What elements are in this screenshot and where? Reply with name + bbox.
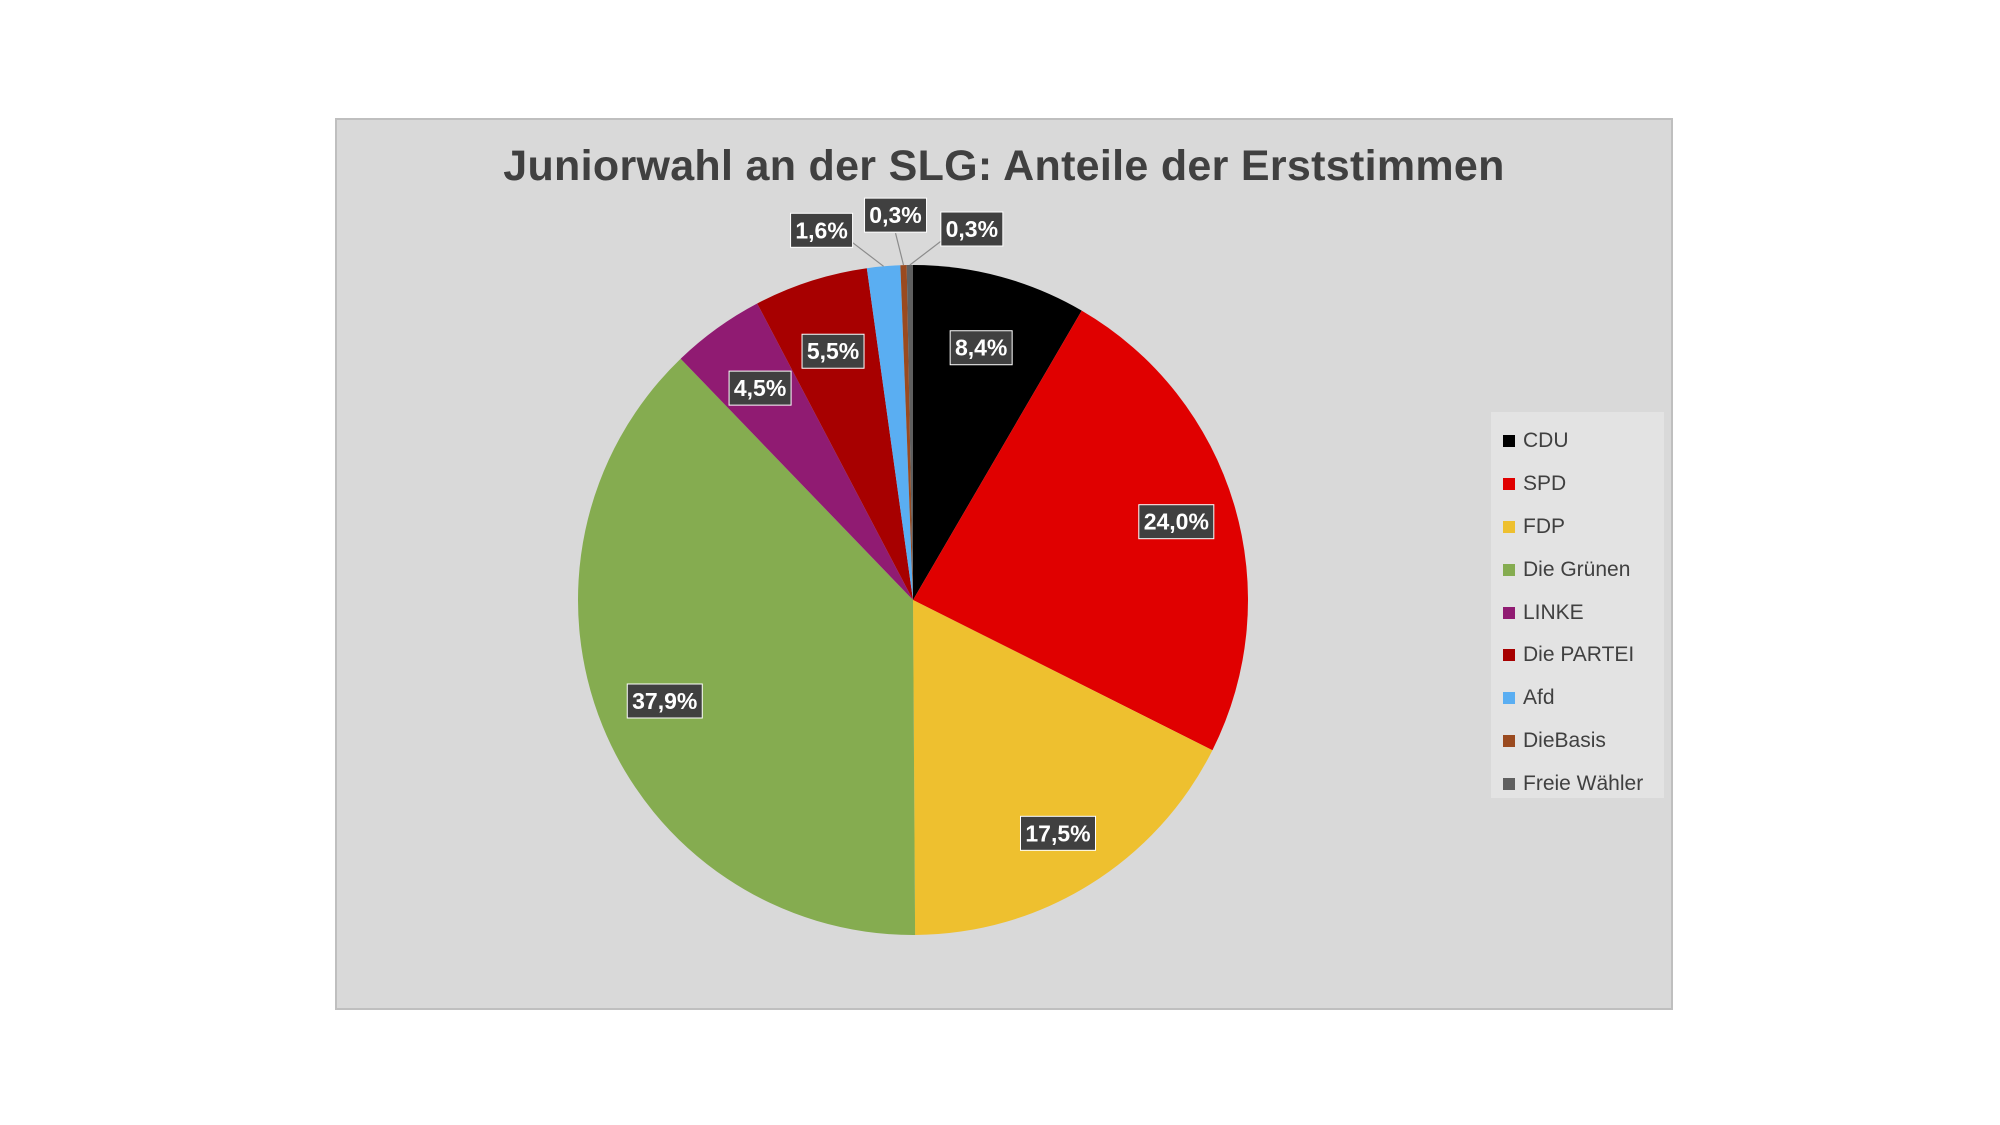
pie-slice-freie-waehler — [906, 265, 913, 600]
legend-label: FDP — [1523, 514, 1565, 538]
legend-item-diebasis: DieBasis — [1491, 720, 1664, 763]
legend-item-die-gruenen: Die Grünen — [1491, 548, 1664, 591]
data-label-box-diebasis — [864, 197, 928, 233]
legend-label: LINKE — [1523, 600, 1584, 624]
data-label-box-die-partei — [801, 333, 865, 369]
legend-label: CDU — [1523, 429, 1569, 453]
data-label-spd: 24,0% — [1144, 509, 1209, 535]
data-label-fdp: 17,5% — [1025, 820, 1090, 846]
legend-swatch — [1503, 563, 1515, 576]
pie-slice-fdp — [913, 600, 1213, 935]
legend-swatch — [1503, 435, 1515, 448]
legend-item-afd: Afd — [1491, 677, 1664, 720]
pie-slice-die-partei — [757, 268, 913, 600]
data-label-die-partei: 5,5% — [807, 338, 859, 364]
legend-label: SPD — [1523, 472, 1567, 496]
pie-slice-afd — [866, 265, 913, 600]
data-label-box-fdp — [1019, 815, 1096, 851]
chart-title: Juniorwahl an der SLG: Anteile der Ersts… — [503, 142, 1505, 190]
legend-swatch — [1503, 692, 1515, 705]
legend-swatch — [1503, 777, 1515, 790]
data-label-freie-waehler: 0,3% — [946, 216, 998, 242]
data-label-box-freie-waehler — [940, 211, 1004, 247]
chart-area: Juniorwahl an der SLG: Anteile der Ersts… — [335, 118, 1673, 1010]
pie-slice-spd — [913, 310, 1248, 751]
pie-slice-diebasis — [900, 265, 913, 600]
leader-line-afd — [849, 239, 884, 267]
data-label-diebasis: 0,3% — [869, 202, 921, 228]
data-label-box-die-gruenen — [626, 683, 703, 719]
legend-label: Freie Wähler — [1523, 771, 1644, 795]
data-label-afd: 1,6% — [795, 217, 847, 243]
chart-legend: CDU SPD FDP Die Grünen LINKE Die PARTEI Afd Die… — [1491, 412, 1664, 798]
legend-label: Die Grünen — [1523, 557, 1631, 581]
leader-line-freie-waehler — [909, 238, 945, 266]
legend-swatch — [1503, 520, 1515, 533]
data-label-box-linke — [728, 370, 792, 406]
legend-item-die-partei: Die PARTEI — [1491, 634, 1664, 677]
data-label-cdu: 8,4% — [955, 335, 1007, 361]
data-label-box-cdu — [949, 330, 1013, 366]
legend-item-freie-waehler: Freie Wähler — [1491, 762, 1664, 805]
legend-swatch — [1503, 734, 1515, 747]
legend-swatch — [1503, 649, 1515, 662]
data-label-die-gruenen: 37,9% — [632, 688, 697, 714]
data-label-box-spd — [1138, 504, 1215, 540]
data-label-linke: 4,5% — [734, 375, 786, 401]
legend-item-cdu: CDU — [1491, 420, 1664, 463]
legend-label: DieBasis — [1523, 728, 1606, 752]
legend-item-fdp: FDP — [1491, 506, 1664, 549]
leader-line-diebasis — [894, 232, 905, 266]
legend-swatch — [1503, 606, 1515, 619]
legend-item-linke: LINKE — [1491, 591, 1664, 634]
legend-item-spd: SPD — [1491, 463, 1664, 506]
legend-swatch — [1503, 478, 1515, 491]
pie-chart: 8,4% 24,0% 17,5% 37,9% 4,5% 5,5% 1,6% 0,3% 0,3% — [577, 197, 1248, 936]
pie-slice-die-gruenen — [577, 358, 916, 936]
legend-label: Afd — [1523, 686, 1555, 710]
legend-label: Die PARTEI — [1523, 643, 1635, 667]
data-label-box-afd — [790, 212, 854, 248]
